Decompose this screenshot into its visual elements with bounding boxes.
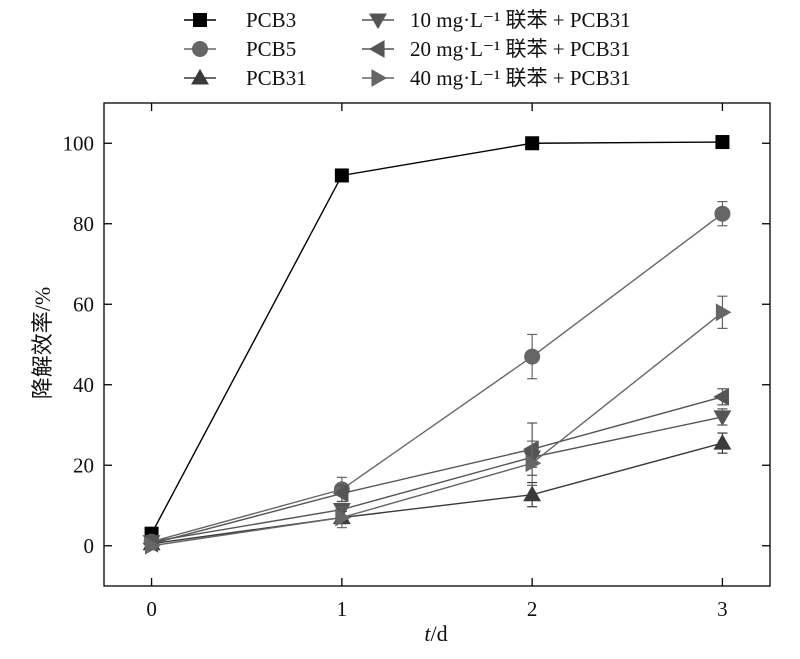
y-tick-label-80: 80 bbox=[73, 212, 94, 236]
series-line-1 bbox=[151, 213, 723, 543]
series-line-5 bbox=[151, 311, 723, 547]
data-point-0-2 bbox=[525, 136, 540, 151]
series-5 bbox=[145, 295, 732, 555]
legend-marker-0 bbox=[193, 13, 207, 27]
data-point-4-2 bbox=[523, 440, 539, 459]
series-4 bbox=[142, 387, 729, 553]
legend-marker-2 bbox=[191, 68, 209, 85]
data-point-5-2 bbox=[525, 454, 542, 473]
y-tick-label-20: 20 bbox=[73, 453, 94, 477]
series-0 bbox=[144, 135, 730, 541]
legend-item-5: 40 mg·L⁻¹ 联苯 + PCB31 bbox=[362, 66, 631, 90]
legend-item-4: 20 mg·L⁻¹ 联苯 + PCB31 bbox=[362, 37, 631, 61]
y-axis-title: 降解效率/% bbox=[30, 287, 55, 399]
data-point-4-1 bbox=[332, 484, 349, 503]
series-3 bbox=[142, 408, 732, 551]
x-tick-label-0: 0 bbox=[146, 597, 157, 621]
series-line-0 bbox=[150, 141, 723, 535]
x-tick-label-3: 3 bbox=[717, 597, 728, 621]
data-point-0-1 bbox=[334, 168, 349, 183]
y-tick-label-100: 100 bbox=[63, 131, 95, 155]
data-point-3-3 bbox=[713, 410, 732, 427]
legend-label-5: 40 mg·L⁻¹ 联苯 + PCB31 bbox=[410, 66, 631, 90]
series-line-2 bbox=[151, 442, 723, 545]
x-tick-label-1: 1 bbox=[337, 597, 348, 621]
legend-label-1: PCB5 bbox=[246, 37, 296, 61]
legend-item-3: 10 mg·L⁻¹ 联苯 + PCB31 bbox=[362, 8, 631, 32]
data-point-1-3 bbox=[714, 205, 731, 222]
series-layer bbox=[142, 135, 732, 555]
legend-label-0: PCB3 bbox=[246, 8, 296, 32]
legend-label-4: 20 mg·L⁻¹ 联苯 + PCB31 bbox=[410, 37, 631, 61]
legend-marker-5 bbox=[371, 69, 388, 87]
legend-marker-4 bbox=[368, 40, 385, 58]
axes: 0 1 2 3 0 20 40 60 80 100 bbox=[63, 103, 770, 621]
y-tick-label-40: 40 bbox=[73, 373, 94, 397]
legend: PCB3 PCB5 PCB31 10 mg·L⁻¹ 联苯 + PCB31 20 mg·L… bbox=[184, 8, 631, 90]
y-tick-label-60: 60 bbox=[73, 292, 94, 316]
data-point-0-3 bbox=[715, 135, 730, 150]
data-point-2-2 bbox=[523, 485, 542, 502]
series-2 bbox=[142, 432, 732, 551]
legend-marker-1 bbox=[192, 41, 208, 57]
data-point-5-0 bbox=[145, 536, 161, 555]
legend-item-2: PCB31 bbox=[184, 66, 307, 90]
x-tick-label-2: 2 bbox=[527, 597, 538, 621]
legend-item-0: PCB3 bbox=[184, 8, 296, 32]
legend-label-2: PCB31 bbox=[246, 66, 307, 90]
legend-item-1: PCB5 bbox=[184, 37, 296, 61]
legend-label-3: 10 mg·L⁻¹ 联苯 + PCB31 bbox=[410, 8, 631, 32]
data-point-1-2 bbox=[524, 348, 541, 365]
data-point-5-1 bbox=[335, 508, 351, 527]
y-tick-label-0: 0 bbox=[84, 534, 95, 558]
series-line-3 bbox=[151, 416, 723, 543]
x-axis-title: t/d bbox=[424, 621, 447, 646]
plot-frame bbox=[103, 102, 771, 587]
series-line-4 bbox=[151, 396, 723, 545]
data-point-2-3 bbox=[713, 434, 732, 450]
data-point-4-3 bbox=[713, 387, 729, 406]
legend-marker-3 bbox=[369, 13, 387, 30]
data-point-5-3 bbox=[715, 303, 732, 322]
